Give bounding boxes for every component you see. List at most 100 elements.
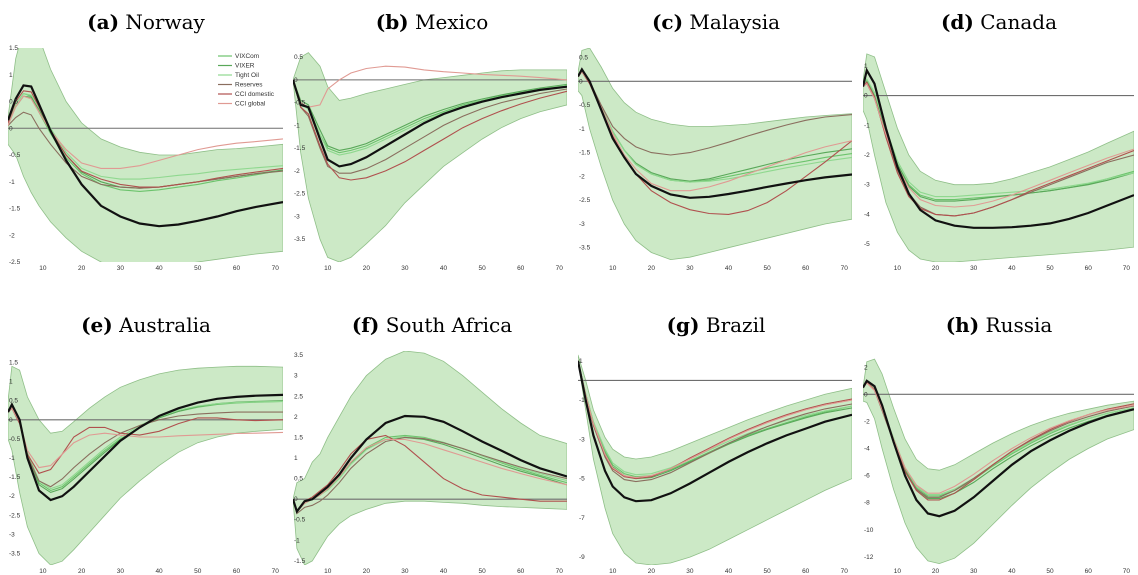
x-tick-label: 20 <box>363 568 371 575</box>
series-line-tight-oil <box>8 92 283 180</box>
y-tick-label: -0.5 <box>9 152 21 159</box>
y-tick-label: -0.5 <box>294 100 306 107</box>
plot-area <box>293 52 567 262</box>
series-line-reserves <box>293 79 567 174</box>
x-tick-label: 50 <box>1046 568 1054 575</box>
series-line-cci-global <box>293 65 567 108</box>
y-tick-label: -1.5 <box>294 145 306 152</box>
x-tick-label: 50 <box>1046 265 1054 272</box>
y-tick-label: 0.5 <box>294 54 303 61</box>
x-tick-label: 40 <box>155 265 163 272</box>
y-tick-label: -1 <box>294 122 300 129</box>
series-line-cci-global <box>863 82 1134 208</box>
y-tick-label: 0 <box>579 78 583 85</box>
legend: VIXCom VIXER Tight Oil Reserves CCI domestic… <box>218 53 275 108</box>
x-tick-label: 70 <box>556 265 564 272</box>
panel-country: South Africa <box>379 313 512 337</box>
y-tick-label: 0.5 <box>9 398 18 405</box>
panel-mexico: (b) Mexico 0.5 0 -0.5 -1 -1.5 -2 -2.5 -3 -3.5 10 20… <box>293 10 567 272</box>
x-tick-label: 70 <box>841 265 849 272</box>
x-tick-label: 30 <box>970 265 978 272</box>
x-tick-label: 20 <box>363 265 371 272</box>
plot-area <box>293 351 567 565</box>
y-tick-label: -2.5 <box>579 197 591 204</box>
y-tick-label: 0 <box>9 125 13 132</box>
y-tick-label: -2 <box>864 152 870 159</box>
panel-tag: (b) <box>376 10 409 34</box>
plot-area <box>8 365 283 565</box>
x-tick-label: 60 <box>517 265 525 272</box>
y-tick-label: -1.5 <box>9 206 21 213</box>
y-tick-label: 3 <box>294 373 298 380</box>
confidence-band <box>8 48 283 262</box>
y-tick-label: -3 <box>294 213 300 220</box>
confidence-band <box>293 351 567 565</box>
x-tick-label: 30 <box>117 568 125 575</box>
panel-title: (h) Russia <box>946 313 1053 337</box>
x-tick-label: 20 <box>648 568 656 575</box>
legend-label: Tight Oil <box>235 72 260 79</box>
x-tick-label: 70 <box>272 568 280 575</box>
y-tick-label: -3 <box>9 531 15 538</box>
x-tick-label: 60 <box>1085 265 1093 272</box>
y-tick-label: -1 <box>579 126 585 133</box>
plot-area <box>863 53 1134 262</box>
series-line-reserves <box>8 111 283 189</box>
y-tick-label: 1.5 <box>9 359 18 366</box>
x-tick-label: 40 <box>440 568 448 575</box>
x-tick-label: 30 <box>117 265 125 272</box>
plot-area <box>578 354 852 565</box>
panel-tag: (f) <box>352 313 380 337</box>
y-tick-label: 3.5 <box>294 352 303 359</box>
panel-malaysia: (c) Malaysia 0.5 0 -0.5 -1 -1.5 -2 -2.5 -3 -3.5 10… <box>578 10 852 272</box>
panel-title: (e) Australia <box>81 313 211 337</box>
panel-tag: (e) <box>81 313 113 337</box>
main-response-line <box>578 67 852 199</box>
panel-tag: (h) <box>946 313 979 337</box>
y-tick-label: -1.5 <box>9 474 21 481</box>
y-tick-label: -3 <box>579 436 585 443</box>
confidence-band <box>293 52 567 262</box>
y-tick-label: -2.5 <box>9 259 21 266</box>
y-tick-label: -7 <box>579 515 585 522</box>
y-tick-label: 0 <box>864 93 868 100</box>
y-tick-label: -4 <box>864 446 870 453</box>
x-tick-label: 60 <box>517 568 525 575</box>
x-tick-label: 50 <box>478 265 486 272</box>
y-tick-label: 1 <box>9 379 13 386</box>
x-tick-label: 50 <box>763 265 771 272</box>
y-tick-label: 0.5 <box>9 99 18 106</box>
x-tick-label: 70 <box>1123 265 1131 272</box>
main-response-line <box>293 414 567 514</box>
y-tick-label: 1.5 <box>294 434 303 441</box>
x-tick-label: 20 <box>932 265 940 272</box>
y-tick-label: -0.5 <box>579 102 591 109</box>
panel-australia: (e) Australia 1.5 1 0.5 0 -0.5 -1 -1.5 -2 -2.5 -3 -… <box>8 313 283 575</box>
panel-tag: (a) <box>87 10 119 34</box>
legend-label: CCI domestic <box>235 91 275 98</box>
series-line-cci-domestic <box>863 81 1134 217</box>
y-tick-label: -2 <box>864 418 870 425</box>
x-tick-label: 10 <box>609 265 617 272</box>
y-tick-label: -1 <box>579 397 585 404</box>
panel-title: (g) Brazil <box>667 313 766 337</box>
y-tick-label: 1.5 <box>9 45 18 52</box>
y-tick-label: -1 <box>9 455 15 462</box>
x-tick-label: 70 <box>272 265 280 272</box>
y-tick-label: -12 <box>864 554 874 561</box>
series-line-reserves <box>578 360 852 483</box>
x-tick-label: 40 <box>155 568 163 575</box>
panel-country: Canada <box>974 10 1057 34</box>
x-tick-label: 30 <box>686 265 694 272</box>
x-tick-label: 60 <box>802 265 810 272</box>
y-tick-label: 0.5 <box>579 55 588 62</box>
panel-title: (b) Mexico <box>376 10 489 34</box>
y-tick-label: 0.5 <box>294 476 303 483</box>
legend-label: CCI global <box>235 101 266 108</box>
x-tick-label: 40 <box>725 265 733 272</box>
main-response-line <box>8 84 283 228</box>
y-tick-label: -2 <box>294 168 300 175</box>
plot-area <box>863 358 1134 565</box>
x-tick-label: 60 <box>802 568 810 575</box>
